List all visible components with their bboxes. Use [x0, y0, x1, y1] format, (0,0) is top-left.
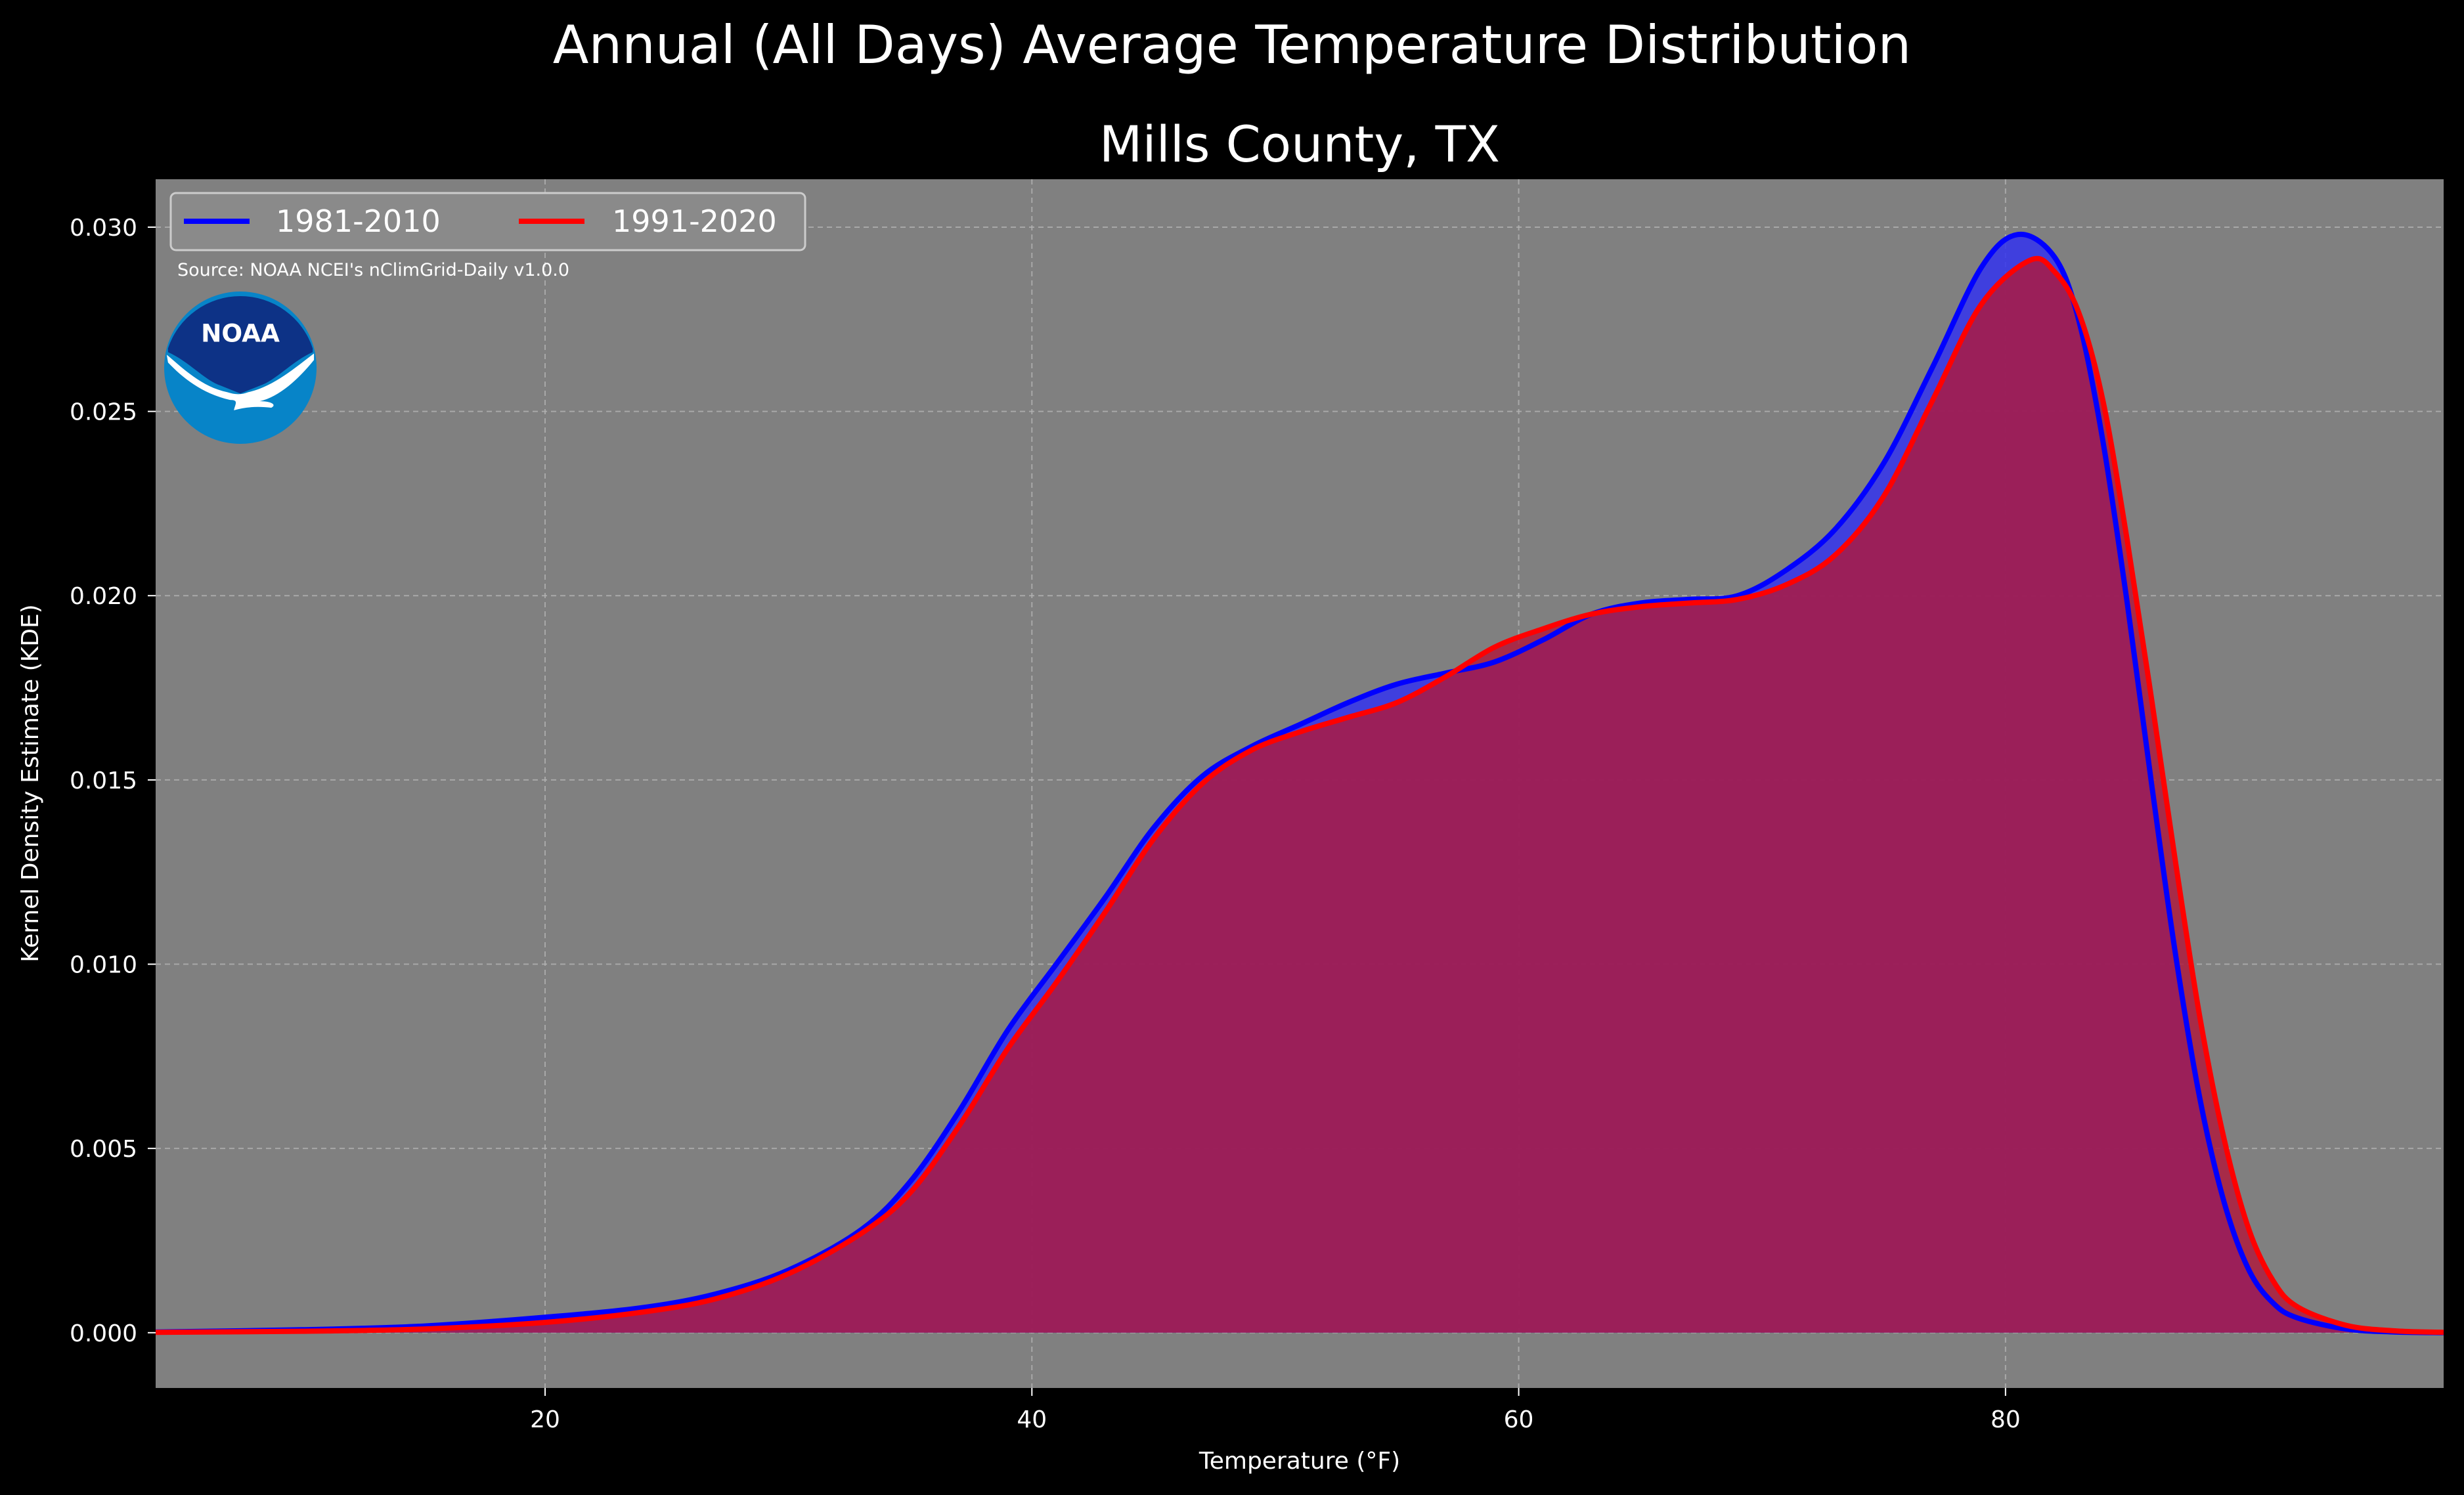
legend-label-1981-2010: 1981-2010: [276, 204, 441, 239]
series-line-1991-2020: [155, 255, 2444, 1335]
x-tick-label: 80: [1991, 1406, 2021, 1433]
x-tick-label: 40: [1017, 1406, 1047, 1433]
x-tick-label: 60: [1504, 1406, 1534, 1433]
y-tick-label: 0.020: [70, 583, 137, 610]
noaa-logo-icon: NOAA: [164, 291, 317, 444]
source-note: Source: NOAA NCEI's nClimGrid-Daily v1.0…: [177, 260, 569, 280]
y-tick-label: 0.005: [70, 1136, 137, 1163]
chart-subtitle: Mills County, TX: [1099, 115, 1501, 173]
series-line-1981-2010: [155, 231, 2444, 1335]
legend: 1981-2010 1991-2020: [169, 192, 806, 251]
axes: 20 40 60 80 0.000 0.005 0.010 0.015 0.020 0.025 0.…: [70, 215, 2021, 1433]
y-axis-label: Kernel Density Estimate (KDE): [17, 604, 44, 962]
y-tick-label: 0.030: [70, 215, 137, 242]
y-tick-label: 0.000: [70, 1320, 137, 1347]
y-tick-label: 0.025: [70, 399, 137, 426]
legend-box: [169, 192, 806, 251]
series-area-1991-2020: [156, 258, 2444, 1333]
noaa-logo-text: NOAA: [201, 319, 280, 348]
legend-label-1991-2020: 1991-2020: [612, 204, 777, 239]
x-tick-label: 20: [530, 1406, 560, 1433]
series-layer: [155, 231, 2444, 1335]
x-axis-label: Temperature (°F): [1199, 1448, 1400, 1475]
y-tick-label: 0.015: [70, 768, 137, 794]
y-tick-label: 0.010: [70, 952, 137, 979]
chart-title: Annual (All Days) Average Temperature Di…: [552, 14, 1912, 76]
